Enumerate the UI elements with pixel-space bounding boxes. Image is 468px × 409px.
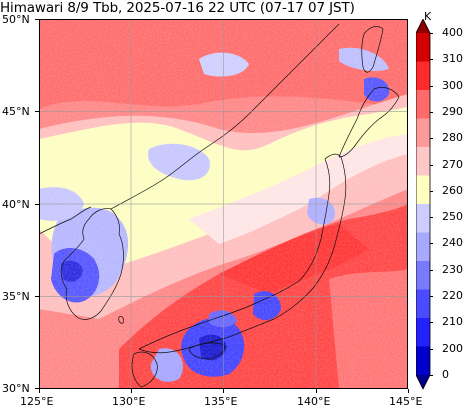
colorbar-tick-mark — [430, 348, 433, 350]
lat-tick-label: 30°N — [2, 382, 30, 395]
sakhalin-coastline — [361, 26, 384, 73]
colorbar-bin — [416, 90, 430, 119]
colorbar-tick-mark — [430, 138, 433, 140]
hokkaido-coastline — [338, 87, 400, 158]
colorbar-bin — [416, 318, 430, 347]
colorbar-tick-label: 310 — [442, 52, 463, 66]
colorbar-tick-mark — [430, 322, 433, 324]
colorbar-tick-label: 0 — [442, 368, 449, 381]
coastlines — [39, 23, 400, 388]
colorbar-tick-label: 300 — [442, 78, 463, 92]
colorbar-tick-mark — [430, 164, 433, 166]
shikoku-coastline — [188, 342, 225, 360]
colorbar-tick-mark — [430, 243, 433, 245]
lon-tick-label: 140°E — [297, 395, 331, 408]
lat-tick-label: 45°N — [2, 105, 30, 118]
lon-tick-mark — [223, 389, 224, 393]
lon-tick-label: 135°E — [204, 395, 238, 408]
lon-tick-mark — [131, 389, 132, 393]
colorbar-tick-label: 290 — [442, 104, 463, 118]
colorbar-bin — [416, 261, 430, 290]
lon-tick-label: 125°E — [20, 395, 54, 408]
kyushu-coastline — [131, 351, 158, 388]
colorbar-bin — [416, 232, 430, 262]
lat-tick-label: 50°N — [2, 13, 30, 26]
gridlines — [39, 19, 408, 389]
colorbar-extend-min — [416, 375, 430, 389]
colorbar-tick-label: 200 — [442, 341, 463, 355]
colorbar-bin — [416, 118, 430, 148]
colorbar-tick-mark — [430, 296, 433, 298]
colorbar-bin — [416, 61, 430, 91]
colorbar-tick-mark — [430, 190, 433, 192]
colorbar-tick-label: 400 — [442, 26, 463, 39]
map-frame — [39, 19, 408, 389]
colorbar-tick-label: 220 — [442, 289, 463, 303]
colorbar-tick-label: 210 — [442, 315, 463, 329]
colorbar-bin — [416, 346, 430, 376]
colorbar-tick-mark — [430, 269, 433, 271]
lat-tick-mark — [35, 111, 39, 112]
colorbar-bin — [416, 175, 430, 205]
lon-tick-label: 145°E — [389, 395, 423, 408]
lon-tick-label: 130°E — [112, 395, 146, 408]
colorbar-tick-label: 260 — [442, 183, 463, 197]
colorbar-tick-mark — [430, 33, 433, 34]
brightness-temperature-map — [39, 19, 408, 389]
map-title: Himawari 8/9 Tbb, 2025-07-16 22 UTC (07-… — [0, 0, 355, 16]
colorbar-bin — [416, 147, 430, 176]
tsushima-coastline — [118, 316, 124, 324]
colorbar-tick-label: 250 — [442, 210, 463, 224]
colorbar-bin — [416, 204, 430, 233]
colorbar-tick-label: 240 — [442, 236, 463, 250]
korea-coastline — [60, 208, 124, 320]
colorbar-unit-label: K — [424, 10, 432, 23]
colorbar-bin — [416, 33, 430, 62]
colorbar-tick-mark — [430, 217, 433, 219]
lat-tick-mark — [35, 388, 39, 389]
colorbar-tick-mark — [430, 59, 433, 61]
colorbar — [416, 19, 431, 390]
lat-tick-mark — [35, 296, 39, 297]
lat-tick-mark — [35, 204, 39, 205]
lat-tick-label: 40°N — [2, 198, 30, 211]
russia-coastline — [110, 23, 340, 210]
colorbar-tick-label: 270 — [442, 157, 463, 171]
colorbar-tick-mark — [430, 111, 433, 113]
lon-tick-mark — [39, 389, 40, 393]
lon-tick-mark — [408, 389, 409, 393]
lon-tick-mark — [316, 389, 317, 393]
colorbar-tick-mark — [430, 375, 433, 376]
colorbar-bin — [416, 289, 430, 319]
colorbar-tick-mark — [430, 85, 433, 87]
lat-tick-label: 35°N — [2, 290, 30, 303]
colorbar-extend-max — [416, 19, 430, 33]
china-coastline — [39, 206, 92, 235]
lat-tick-mark — [35, 19, 39, 20]
colorbar-tick-label: 230 — [442, 262, 463, 276]
colorbar-tick-label: 280 — [442, 131, 463, 145]
